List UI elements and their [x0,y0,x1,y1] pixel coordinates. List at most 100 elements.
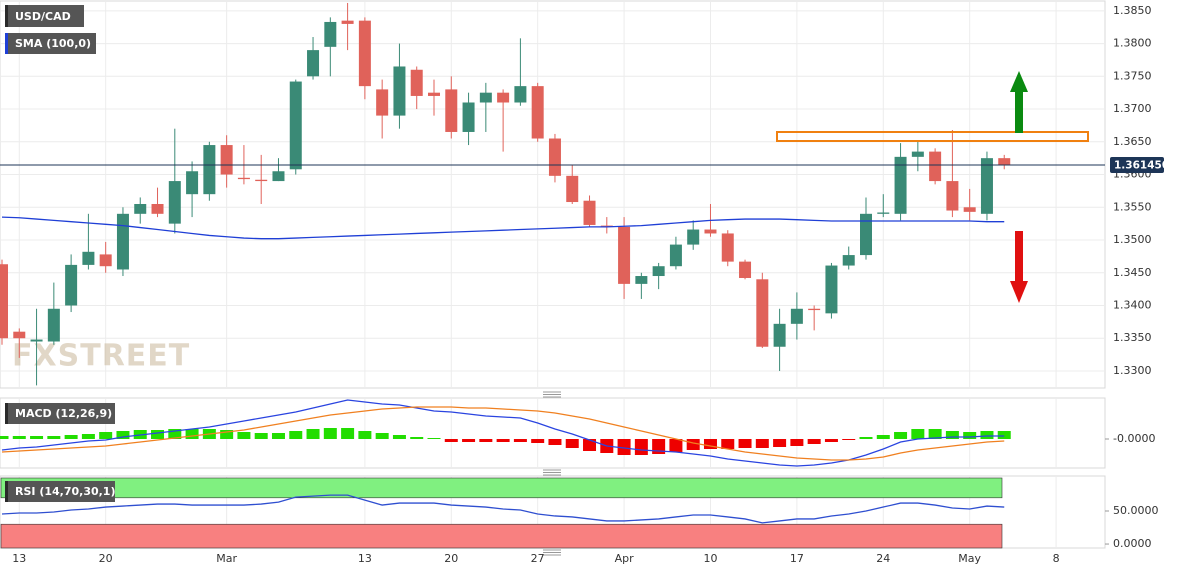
histogram-bar [168,429,182,439]
histogram-bar [634,439,648,455]
candle-body [497,92,510,103]
candle-body [186,171,199,195]
y-tick-label: 1.3850 [1113,4,1152,17]
candle-body [393,66,406,116]
panel-background [0,0,1106,389]
histogram-bar [254,433,268,439]
candle-body [479,92,492,103]
histogram-bar [669,439,683,452]
candle-body [47,308,60,342]
arrow-up [1010,71,1028,133]
candle-body [946,181,959,211]
last-price-label: 1.361450 [1114,160,1169,172]
candle-body [583,200,596,225]
candle-body [220,145,233,175]
candle-body [168,181,181,224]
line [1,406,1005,461]
candle-body [0,264,8,339]
candle-body [410,69,423,96]
histogram-bar [64,435,78,439]
histogram-bar [703,439,717,449]
candle-body [635,276,648,284]
resize-handles [543,391,561,556]
histogram-bar [151,430,165,439]
candle-body [428,92,440,96]
legend-accent [5,403,8,424]
x-tick-label: 10 [703,552,717,565]
candle-body [272,171,285,182]
x-tick-label: 20 [99,552,113,565]
x-tick-label: May [958,552,981,565]
candle-body [980,158,993,214]
histogram-bar [358,431,372,439]
legend-accent [5,33,8,54]
y-tick-label: 0.0000 [1113,537,1152,550]
legend: USD/CAD SMA (100,0) MACD (12,26,9) RSI (… [5,5,115,502]
candle-body [618,226,631,284]
panel-title: RSI (14,70,30,1) [15,485,115,498]
candle-body [134,203,147,214]
candle-body [13,331,26,339]
candle-body [548,138,561,176]
legend-box [5,5,84,27]
histogram-bar [842,439,856,440]
histogram-bar [859,437,873,439]
candle-body [514,86,527,103]
x-tick-label: Mar [216,552,237,565]
candle-body [963,207,976,212]
candle-body [255,179,268,182]
histogram-bar [911,429,925,439]
histogram-bar [496,439,510,442]
y-tick-label: 50.0000 [1113,504,1159,517]
candle-body [289,81,302,170]
legend-box [5,33,96,54]
overbought-band [0,477,1003,499]
candle-body [894,156,907,214]
legend-box [5,403,115,424]
candle-body [237,177,250,180]
x-tick-label: 17 [790,552,804,565]
data [0,2,1105,549]
histogram-bar [47,436,61,439]
histogram-bar [773,439,787,447]
histogram-bar [721,439,735,449]
x-tick-label: 8 [1053,552,1060,565]
y-tick-label: 1.3750 [1113,69,1152,82]
candle-body [704,229,717,234]
last-price-tag [1110,157,1164,174]
oversold-band [0,523,1003,549]
histogram-bar [790,439,804,446]
candle-body [99,254,112,267]
x-tick-label: 20 [444,552,458,565]
candle-body [739,261,752,278]
histogram-bar [945,431,959,439]
histogram-bar [81,434,95,439]
candle-body [825,265,838,314]
candle-body [756,279,769,347]
histogram-bar [462,439,476,442]
y-tick-label: 1.3500 [1113,233,1152,246]
legend-box [5,481,115,502]
candle-body [376,89,389,116]
histogram-bar [807,439,821,444]
histogram-bar [375,433,389,439]
histogram-bar [444,439,458,442]
histogram-bar [686,439,700,450]
y-tick-label: 1.3700 [1113,102,1152,115]
candle-body [600,225,613,227]
candle-body [307,50,320,77]
histogram-bar [271,433,285,439]
histogram-bar [738,439,752,448]
histogram-bar [876,435,890,439]
candle-body [445,89,458,132]
candle-body [877,212,890,214]
y-tick-label: 1.3300 [1113,364,1152,377]
histogram-bar [99,432,113,439]
legend-accent [5,5,8,27]
x-tick-label: 24 [876,552,890,565]
histogram-bar [12,436,26,439]
histogram-bar [0,436,9,439]
histogram-bar [565,439,579,448]
axes: 1.3300 1.3350 1.3400 1.3450 1.3500 1.3550 1.36… [12,4,1169,565]
histogram-bar [185,429,199,439]
